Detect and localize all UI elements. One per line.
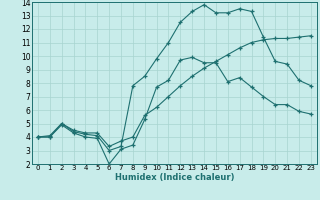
X-axis label: Humidex (Indice chaleur): Humidex (Indice chaleur): [115, 173, 234, 182]
